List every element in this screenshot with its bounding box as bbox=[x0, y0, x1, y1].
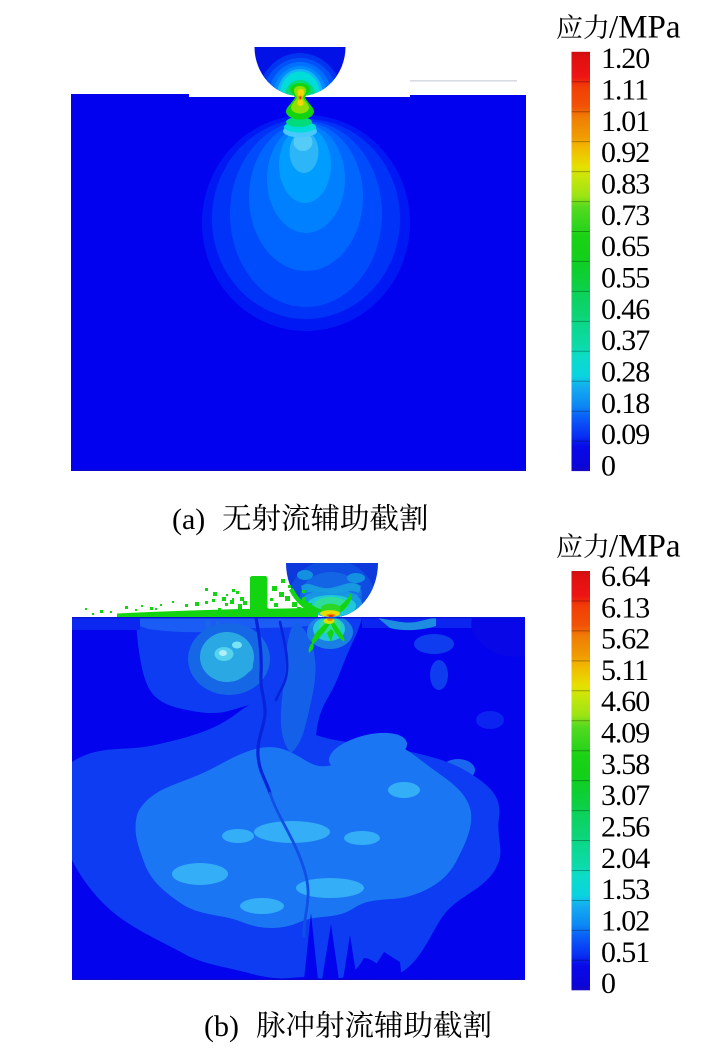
svg-text:0.65: 0.65 bbox=[601, 230, 649, 263]
svg-text:5.11: 5.11 bbox=[601, 654, 648, 687]
svg-text:6.13: 6.13 bbox=[601, 591, 649, 624]
svg-text:1.01: 1.01 bbox=[601, 105, 649, 138]
svg-text:0.73: 0.73 bbox=[601, 199, 649, 232]
svg-text:0: 0 bbox=[601, 449, 615, 482]
svg-text:4.60: 4.60 bbox=[601, 685, 649, 718]
svg-text:0.55: 0.55 bbox=[601, 261, 649, 294]
svg-text:6.64: 6.64 bbox=[601, 560, 650, 593]
svg-text:/MPa: /MPa bbox=[609, 529, 681, 565]
svg-text:0.92: 0.92 bbox=[601, 136, 649, 169]
svg-text:0.51: 0.51 bbox=[601, 936, 649, 969]
svg-text:0.46: 0.46 bbox=[601, 293, 650, 326]
svg-text:1.02: 1.02 bbox=[601, 905, 649, 938]
svg-text:3.07: 3.07 bbox=[601, 779, 650, 812]
svg-text:1.20: 1.20 bbox=[601, 42, 649, 75]
svg-text:(b): (b) bbox=[204, 1010, 239, 1043]
svg-text:(a): (a) bbox=[172, 503, 205, 536]
svg-text:2.04: 2.04 bbox=[601, 842, 650, 875]
svg-text:1.11: 1.11 bbox=[601, 74, 648, 107]
svg-text:0.28: 0.28 bbox=[601, 355, 649, 388]
svg-text:3.58: 3.58 bbox=[601, 748, 649, 781]
svg-text:0.18: 0.18 bbox=[601, 387, 649, 420]
svg-text:0.83: 0.83 bbox=[601, 167, 649, 200]
svg-text:0: 0 bbox=[601, 967, 615, 1000]
svg-text:/MPa: /MPa bbox=[609, 10, 681, 46]
svg-text:0.09: 0.09 bbox=[601, 418, 649, 451]
svg-text:4.09: 4.09 bbox=[601, 717, 649, 750]
svg-text:2.56: 2.56 bbox=[601, 811, 650, 844]
svg-text:1.53: 1.53 bbox=[601, 873, 649, 906]
svg-text:5.62: 5.62 bbox=[601, 623, 649, 656]
svg-text:0.37: 0.37 bbox=[601, 324, 650, 357]
